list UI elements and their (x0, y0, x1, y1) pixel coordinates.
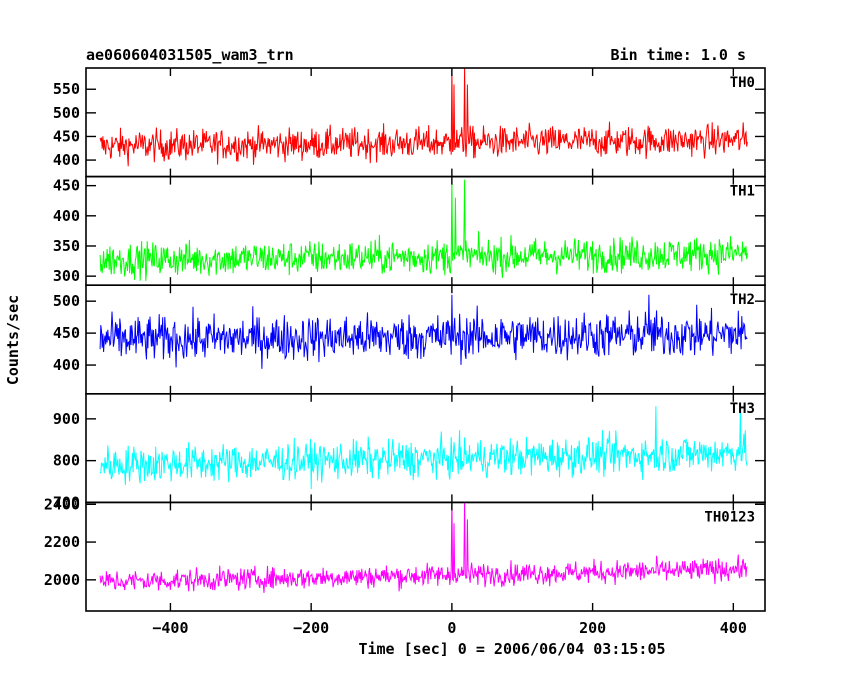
x-tick-label: 0 (447, 619, 456, 637)
series-line-th2 (99, 294, 748, 369)
series-line-th0123 (99, 502, 748, 593)
y-tick-label: 700 (53, 493, 80, 511)
y-tick-label: 2000 (44, 571, 80, 589)
plot-panels: 400 450 500 550 TH0 300 350 400 450 TH1 400 450 500 T… (44, 67, 766, 637)
series-line-th3 (99, 404, 748, 490)
panel-label-th0: TH0 (730, 75, 755, 91)
x-tick-label: −200 (293, 619, 329, 637)
y-tick-label: 500 (53, 292, 80, 310)
x-axis-title: Time [sec] 0 = 2006/06/04 03:15:05 (358, 640, 665, 658)
y-tick-label: 400 (53, 356, 80, 374)
panel-label-th2: TH2 (730, 292, 755, 308)
chart-title: ae060604031505_wam3_trn (86, 46, 294, 64)
x-tick-label: 200 (579, 619, 606, 637)
y-tick-label: 2400 (44, 495, 80, 513)
panel-frame-th0123 (85, 501, 766, 612)
panel-label-th0123: TH0123 (704, 509, 755, 525)
panel-frame-th0 (85, 67, 766, 178)
y-tick-label: 900 (53, 410, 80, 428)
y-axis-title: Counts/sec (4, 295, 22, 385)
panel-frame-th1 (85, 175, 766, 287)
bin-time-label: Bin time: 1.0 s (611, 46, 746, 64)
panel-label-th3: TH3 (730, 401, 755, 417)
y-tick-label: 500 (53, 104, 80, 122)
y-tick-label: 300 (53, 267, 80, 285)
series-line-th0 (99, 68, 748, 167)
y-tick-label: 450 (53, 127, 80, 145)
y-tick-label: 400 (53, 207, 80, 225)
y-tick-label: 400 (53, 151, 80, 169)
y-tick-label: 350 (53, 237, 80, 255)
x-tick-label: −400 (152, 619, 188, 637)
panel-label-th1: TH1 (730, 184, 755, 200)
y-tick-label: 550 (53, 80, 80, 98)
x-tick-label: 400 (720, 619, 747, 637)
y-tick-label: 450 (53, 177, 80, 195)
y-tick-label: 2200 (44, 533, 80, 551)
panel-frame-th3 (85, 392, 766, 504)
y-tick-label: 450 (53, 324, 80, 342)
y-tick-label: 800 (53, 452, 80, 470)
series-line-th1 (99, 178, 748, 281)
